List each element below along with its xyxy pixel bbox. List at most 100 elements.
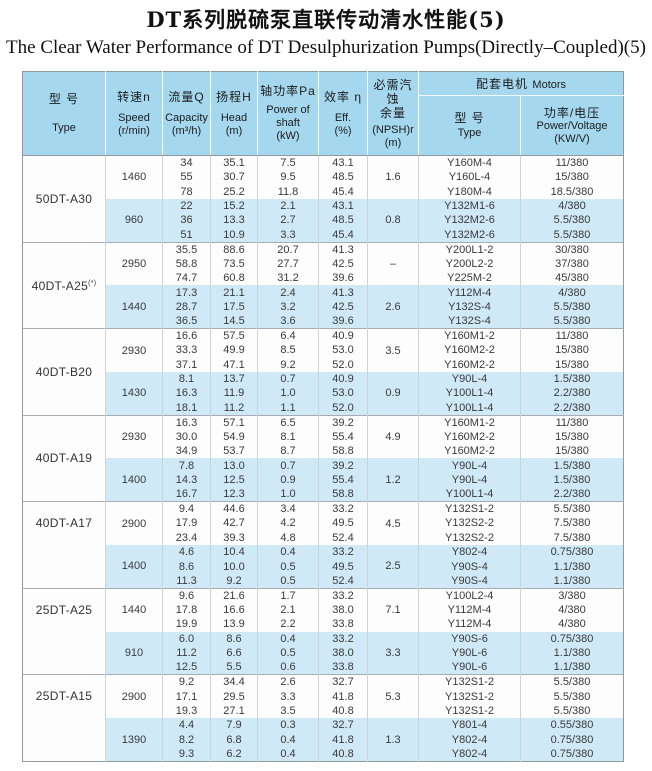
title-chinese: DT系列脱硫泵直联传动清水性能(5) (146, 7, 506, 32)
efficiency-cell: 55.4 (318, 429, 368, 445)
shaft-power-cell: 3.3 (257, 689, 319, 704)
head-cell: 17.5 (210, 299, 258, 315)
shaft-power-cell: 9.2 (257, 357, 319, 372)
capacity-cell: 19.3 (162, 703, 211, 719)
pump-type-label: 40DT-A19 (35, 451, 93, 466)
efficiency-cell: 33.2 (318, 631, 368, 646)
table-row: 16.3 11.9 1.0 53.0 Y100L1-4 2.2/380 (23, 386, 624, 401)
efficiency-cell: 40.8 (318, 703, 368, 719)
capacity-header-cn: 流量Q (168, 89, 205, 104)
table-row: 9.3 6.2 0.4 40.8 Y802-4 0.75/380 (23, 746, 624, 762)
speed-cell: 1440 (105, 285, 163, 329)
table-row: 36.5 14.5 3.6 39.6 Y132S-4 5.5/380 (23, 314, 624, 329)
motor-type-cell: Y160M2-2 (418, 429, 521, 445)
motor-power-voltage-cell: 11/380 (520, 414, 624, 430)
motor-power-voltage-cell: 5.5/380 (520, 299, 624, 315)
table-row: 1390 4.4 7.9 0.3 32.7 1.3 Y801-4 0.55/380 (23, 718, 624, 762)
motor-type-cell: Y801-4 (418, 718, 521, 733)
table-row: 8.6 10.0 0.5 49.5 Y90S-4 1.1/380 (23, 559, 624, 574)
head-cell: 73.5 (210, 256, 258, 271)
head-header-en: Head (220, 111, 248, 124)
capacity-cell: 12.5 (162, 660, 211, 675)
motor-power-voltage-cell: 3/380 (520, 587, 624, 603)
head-header-cn: 扬程H (216, 89, 252, 104)
pump-type-label: 25DT-A15 (35, 689, 93, 704)
efficiency-cell: 32.7 (318, 718, 368, 733)
motor-type-cell: Y90L-6 (418, 660, 521, 675)
motor-type-cell: Y112M-4 (418, 617, 521, 632)
speed-cell: 1390 (105, 718, 163, 762)
capacity-cell: 37.1 (162, 357, 211, 372)
shaft-power-cell: 11.8 (257, 184, 319, 199)
capacity-cell: 17.3 (162, 285, 211, 300)
capacity-cell: 33.3 (162, 343, 211, 358)
efficiency-cell: 58.8 (318, 487, 368, 502)
shaft-power-cell: 0.5 (257, 645, 319, 661)
npsh-cell: 1.6 (367, 154, 419, 199)
speed-cell: 2900 (105, 674, 163, 719)
motor-power-voltage-cell: 0.75/380 (520, 631, 624, 646)
speed-cell: 2950 (105, 241, 163, 286)
efficiency-cell: 52.0 (318, 357, 368, 372)
motor-type-cell: Y132S1-2 (418, 674, 521, 690)
shaft-power-cell: 4.2 (257, 516, 319, 531)
table-row: 1400 4.6 10.4 0.4 33.2 2.5 Y802-4 0.75/380 (23, 545, 624, 589)
motor-type-cell: Y160M1-2 (418, 328, 521, 344)
col-header-shaft-power: 轴功率Pa Power of shaft (kW) (257, 71, 319, 156)
npsh-cell: 7.1 (367, 587, 419, 632)
pump-type-label: 40DT-B20 (35, 364, 93, 379)
capacity-header-en: Capacity (165, 111, 208, 124)
efficiency-cell: 43.1 (318, 155, 368, 170)
motor-type-cell: Y200L2-2 (418, 256, 521, 271)
head-cell: 42.7 (210, 516, 258, 531)
table-row: 8.2 6.8 0.4 41.8 Y802-4 0.75/380 (23, 732, 624, 747)
capacity-cell: 16.6 (162, 328, 211, 344)
shaft-power-cell: 1.1 (257, 400, 319, 416)
motor-type-cell: Y90S-6 (418, 631, 521, 646)
motor-power-voltage-cell: 11/380 (520, 328, 624, 344)
npsh-header-en: (NPSH)r (372, 123, 414, 136)
table-row: 16.7 12.3 1.0 58.8 Y100L1-4 2.2/380 (23, 487, 624, 502)
capacity-header-unit: (m³/h) (171, 124, 202, 137)
col-header-capacity: 流量Q Capacity (m³/h) (162, 71, 211, 156)
motors-header-en: Motors (532, 78, 567, 91)
motor-type-cell: Y160M2-2 (418, 343, 521, 358)
col-header-pump-type: 型 号 Type (22, 71, 106, 156)
efficiency-cell: 52.4 (318, 530, 368, 546)
capacity-cell: 16.3 (162, 414, 211, 430)
table-row: 50DT-A30 1460 34 35.1 7.5 43.1 1.6 Y160M-4 11/38… (22, 154, 624, 243)
capacity-cell: 8.1 (162, 371, 211, 387)
efficiency-cell: 55.4 (318, 472, 368, 488)
shaft-power-cell: 3.2 (257, 299, 319, 315)
head-cell: 13.9 (210, 617, 258, 632)
efficiency-cell: 52.0 (318, 400, 368, 416)
capacity-cell: 28.7 (162, 299, 211, 315)
table-row: 34.9 53.7 8.7 58.8 Y160M2-2 15/380 (23, 444, 624, 459)
npsh-cell: 1.3 (367, 718, 419, 762)
motor-power-voltage-cell: 4/380 (520, 617, 624, 632)
efficiency-cell: 40.9 (318, 328, 368, 344)
capacity-cell: 4.4 (162, 718, 211, 733)
npsh-cell: 3.3 (367, 631, 419, 675)
head-cell: 16.6 (210, 602, 258, 618)
shaft-power-cell: 0.3 (257, 718, 319, 733)
table-row: 40DT-A17 2900 9.4 44.6 3.4 33.2 4.5 Y132S1-2 5.5… (22, 501, 624, 589)
capacity-cell: 51 (162, 227, 211, 243)
type-footnote-marker: (*) (88, 280, 97, 288)
efficiency-cell: 39.6 (318, 314, 368, 329)
head-cell: 39.3 (210, 530, 258, 546)
efficiency-cell: 40.8 (318, 746, 368, 762)
capacity-cell: 17.1 (162, 689, 211, 704)
head-cell: 8.6 (210, 631, 258, 646)
header-row-top: 型 号 Type 转速n Speed (r/min) 流量Q (22, 71, 624, 156)
motor-type-cell: Y132S1-2 (418, 501, 521, 517)
shaft-power-cell: 6.4 (257, 328, 319, 344)
head-cell: 14.5 (210, 314, 258, 329)
shaft-power-cell: 0.4 (257, 746, 319, 762)
head-cell: 57.1 (210, 414, 258, 430)
motor-type-cell: Y160M-4 (418, 155, 521, 170)
capacity-cell: 18.1 (162, 400, 211, 416)
efficiency-cell: 42.5 (318, 299, 368, 315)
head-cell: 12.5 (210, 472, 258, 488)
table-row: 25DT-A25 1440 9.6 21.6 1.7 33.2 7.1 Y100L2-4 3/3… (22, 587, 624, 675)
